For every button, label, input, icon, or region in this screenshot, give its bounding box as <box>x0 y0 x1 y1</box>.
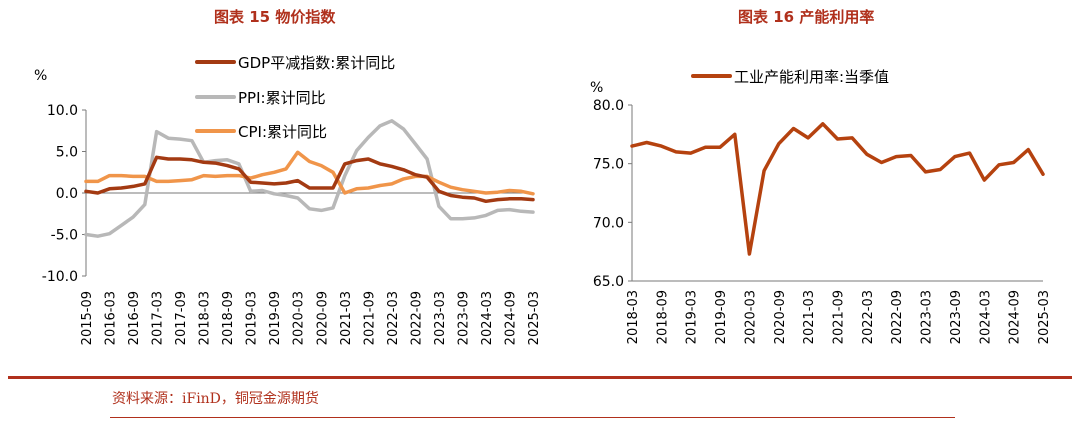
chart-title-price-index: 图表 15 物价指数 <box>214 8 336 26</box>
left-x-tick-label: 2021-09 <box>362 291 377 345</box>
legend-label-ppi: PPI:累计同比 <box>238 89 326 107</box>
left-x-tick-label: 2015-09 <box>80 291 95 345</box>
left-x-tick-label: 2017-03 <box>151 291 166 345</box>
left-x-tick-label: 2021-03 <box>339 291 354 345</box>
right-x-tick-label: 2019-03 <box>685 290 700 344</box>
left-y-tick-label: -10.0 <box>42 269 78 285</box>
right-y-tick-label: 80.0 <box>593 98 624 114</box>
chart-title-capacity-utilization: 图表 16 产能利用率 <box>738 8 875 26</box>
left-x-tick-label: 2020-09 <box>315 291 330 345</box>
footer-divider-thin <box>110 417 955 418</box>
legend-label-cpi: CPI:累计同比 <box>238 123 327 141</box>
right-x-tick-label: 2022-09 <box>890 290 905 344</box>
capacity-utilization-line <box>630 122 1045 256</box>
right-x-tick-label: 2024-03 <box>978 290 993 344</box>
right-y-tick-label: 75.0 <box>593 157 624 173</box>
right-x-tick-label: 2019-09 <box>714 290 729 344</box>
right-y-unit-label: % <box>590 80 603 96</box>
cpi-line <box>84 150 535 196</box>
right-y-tick-label: 70.0 <box>593 215 624 231</box>
left-y-tick-label: 0.0 <box>56 186 78 202</box>
left-x-tick-label: 2023-09 <box>456 291 471 345</box>
right-x-tick-label: 2023-03 <box>920 290 935 344</box>
right-x-tick-label: 2025-03 <box>1037 290 1052 344</box>
left-x-tick-label: 2023-03 <box>433 291 448 345</box>
left-x-tick-label: 2025-03 <box>527 291 542 345</box>
right-x-tick-label: 2018-03 <box>626 290 641 344</box>
ppi-line <box>84 119 535 238</box>
left-x-tick-label: 2019-03 <box>245 291 260 345</box>
legend-label-capacity-utilization: 工业产能利用率:当季值 <box>734 68 889 86</box>
data-source-note: 资料来源：iFinD，铜冠金源期货 <box>112 391 319 407</box>
left-x-tick-label: 2019-09 <box>268 291 283 345</box>
right-y-tick-label: 65.0 <box>593 274 624 290</box>
left-x-tick-label: 2016-03 <box>104 291 119 345</box>
left-x-tick-label: 2018-03 <box>198 291 213 345</box>
left-x-tick-label: 2022-03 <box>386 291 401 345</box>
right-x-tick-label: 2021-03 <box>802 290 817 344</box>
right-x-tick-label: 2024-09 <box>1008 290 1023 344</box>
left-x-tick-label: 2016-09 <box>127 291 142 345</box>
right-x-tick-label: 2020-09 <box>773 290 788 344</box>
left-y-tick-label: 10.0 <box>47 103 78 119</box>
gdp-deflator-line <box>84 155 535 204</box>
right-x-tick-label: 2018-09 <box>655 290 670 344</box>
left-x-tick-label: 2020-03 <box>292 291 307 345</box>
right-x-tick-label: 2023-09 <box>949 290 964 344</box>
left-x-tick-label: 2024-03 <box>480 291 495 345</box>
left-x-tick-label: 2017-09 <box>174 291 189 345</box>
left-y-tick-label: -5.0 <box>51 228 78 244</box>
right-x-tick-label: 2021-09 <box>832 290 847 344</box>
left-x-tick-label: 2022-09 <box>409 291 424 345</box>
legend-label-gdp-deflator: GDP平减指数:累计同比 <box>238 54 395 72</box>
left-y-unit-label: % <box>34 68 47 84</box>
left-x-tick-label: 2018-09 <box>221 291 236 345</box>
footer-divider-thick <box>8 376 1072 379</box>
left-y-tick-label: 5.0 <box>56 145 78 161</box>
left-x-tick-label: 2024-09 <box>504 291 519 345</box>
right-x-tick-label: 2020-03 <box>743 290 758 344</box>
right-x-tick-label: 2022-03 <box>861 290 876 344</box>
